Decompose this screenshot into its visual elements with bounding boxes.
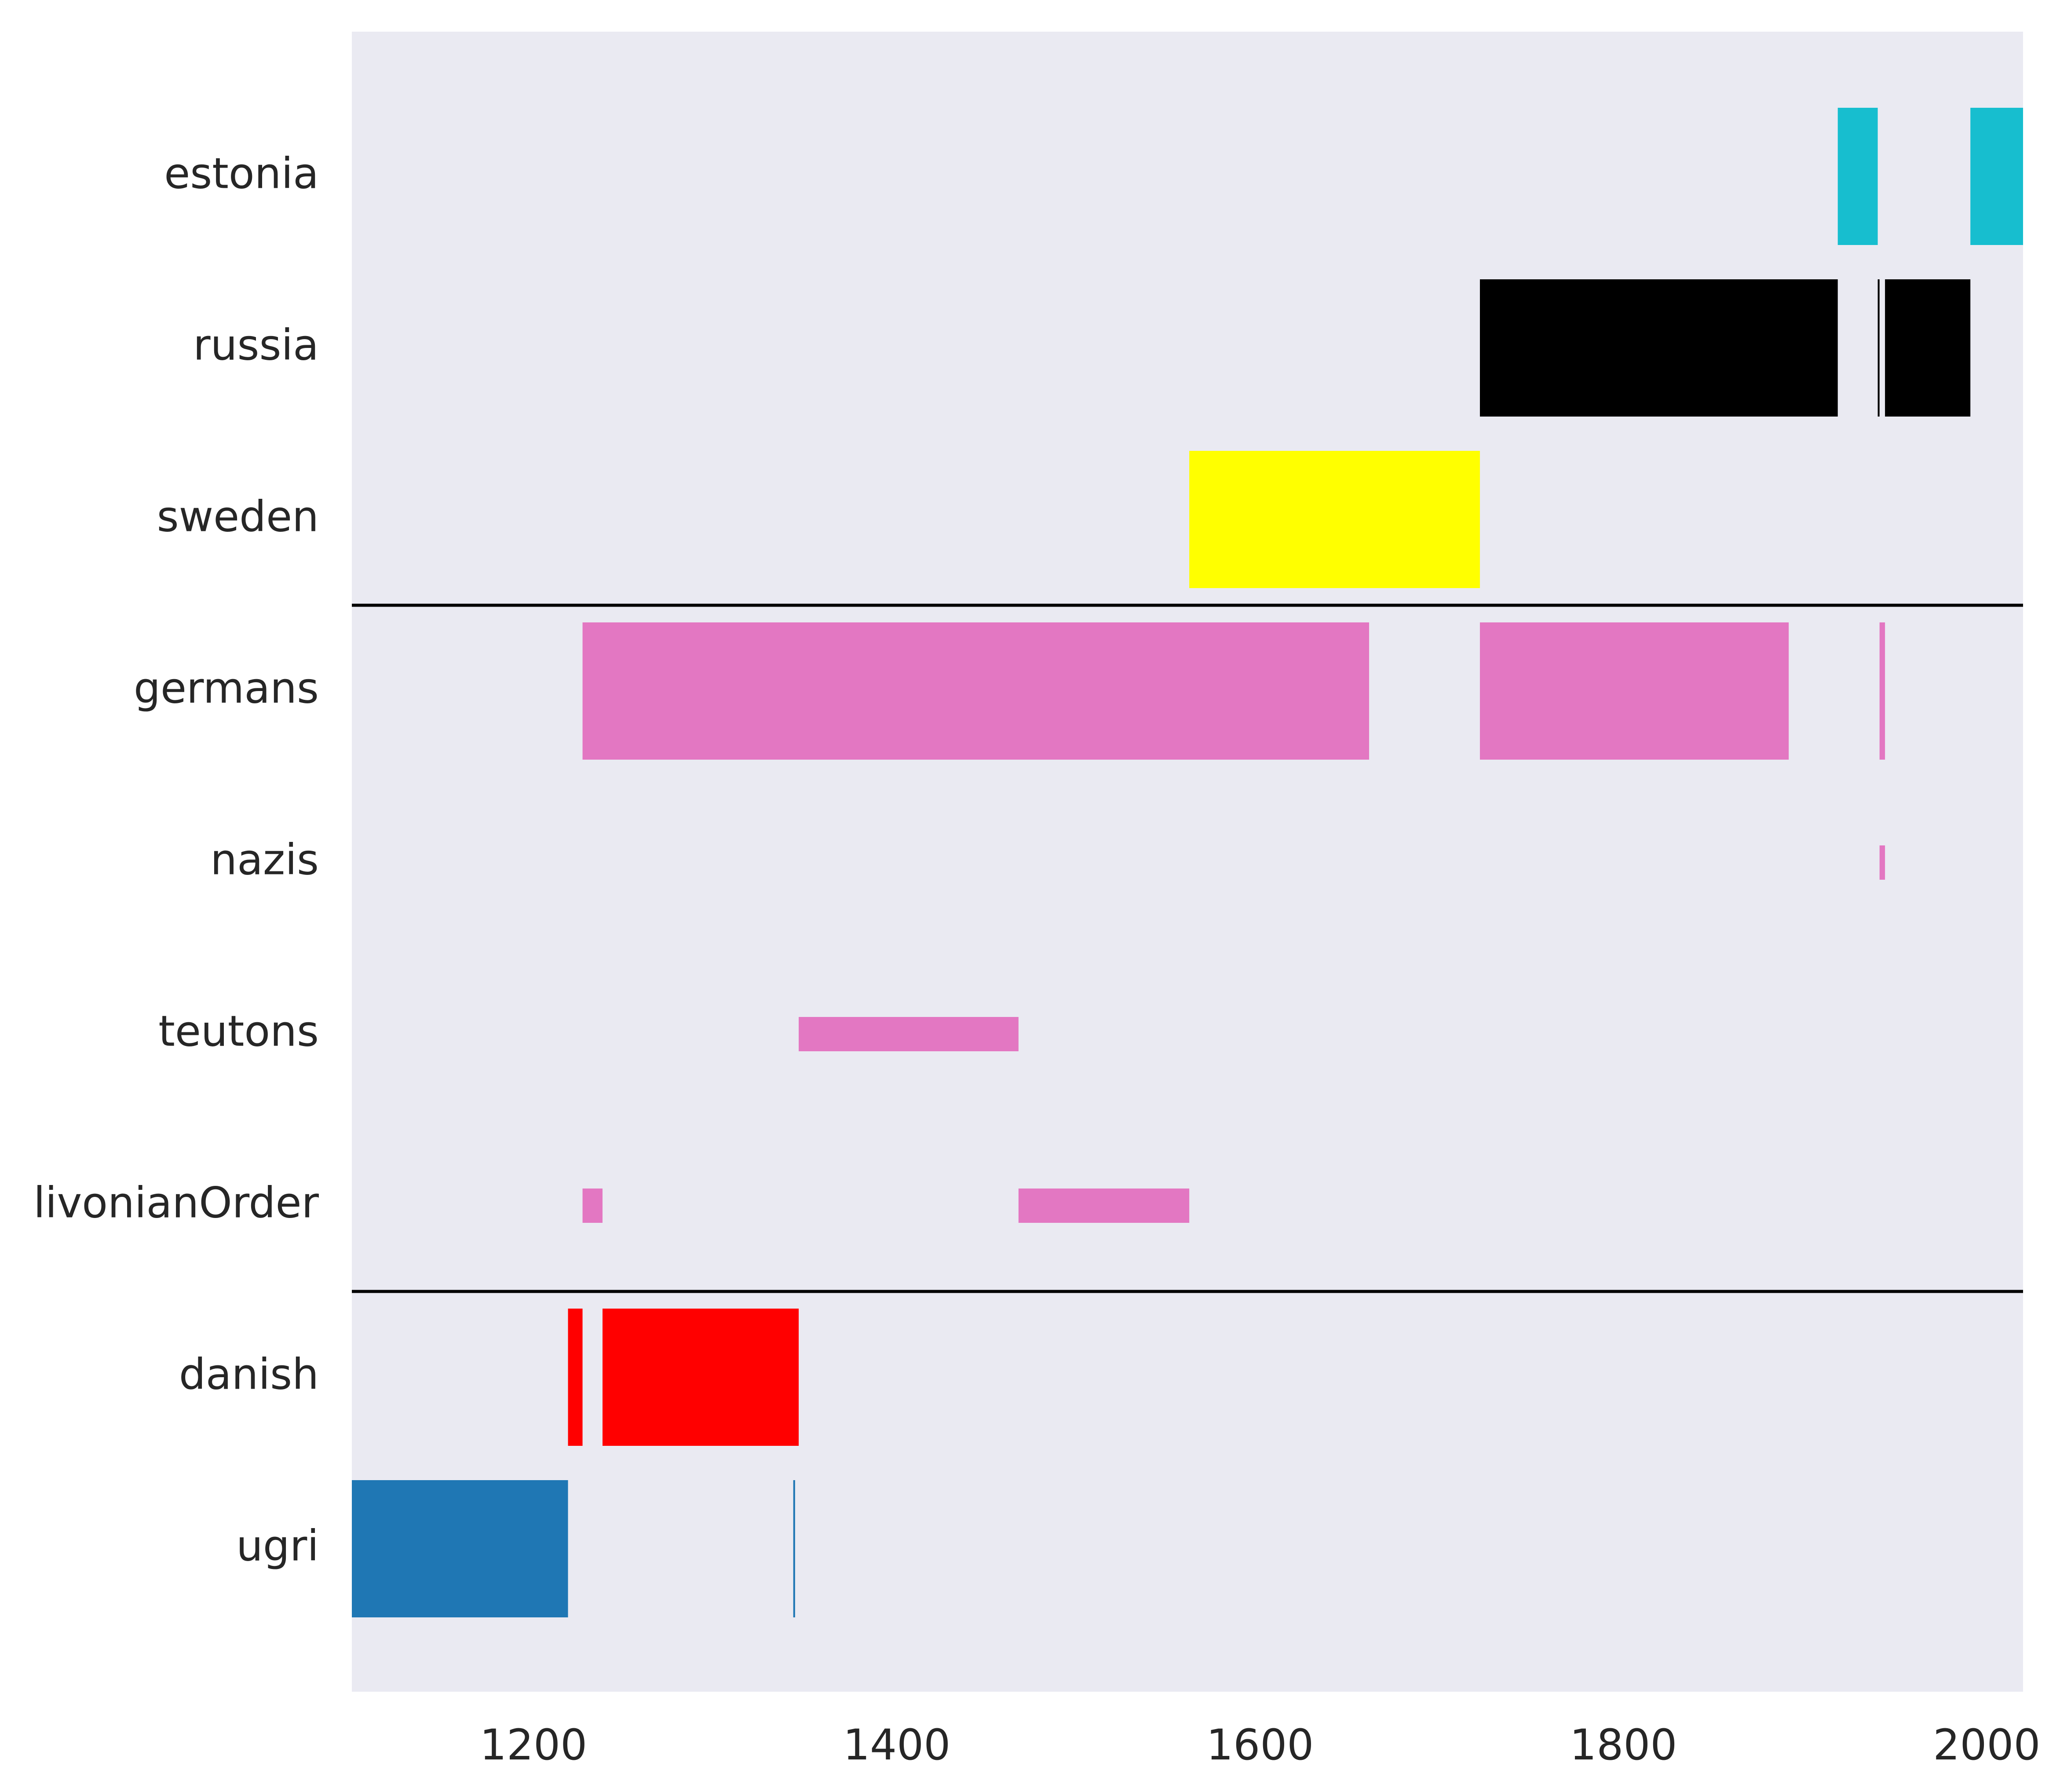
bar-germans-2 xyxy=(1879,622,1885,760)
bar-ugri-0 xyxy=(352,1480,568,1617)
bar-danish-0 xyxy=(568,1309,583,1446)
y-tick-label-sweden: sweden xyxy=(157,492,319,541)
x-tick-label-2000: 2000 xyxy=(1933,1720,2040,1770)
separators-layer xyxy=(352,603,2023,1293)
bar-germans-0 xyxy=(582,622,1370,760)
bar-russia-2 xyxy=(1885,279,1971,417)
bars-layer xyxy=(352,108,2023,1617)
x-tick-label-1200: 1200 xyxy=(480,1720,587,1770)
y-tick-label-ugri: ugri xyxy=(236,1521,319,1570)
x-tick-label-1600: 1600 xyxy=(1206,1720,1314,1770)
x-tick-label-1400: 1400 xyxy=(843,1720,950,1770)
bar-nazis-0 xyxy=(1879,845,1885,880)
bar-ugri-1 xyxy=(793,1480,795,1617)
y-tick-label-estonia: estonia xyxy=(164,149,319,198)
y-tick-label-nazis: nazis xyxy=(210,835,319,884)
y-tick-label-livonianOrder: livonianOrder xyxy=(33,1178,319,1227)
bar-sweden-0 xyxy=(1189,451,1480,588)
x-tick-labels: 1200 1400 1600 1800 2000 xyxy=(480,1720,2041,1770)
bar-estonia-0 xyxy=(1837,108,1878,245)
y-tick-labels: estonia russia sweden germans nazis teutons li… xyxy=(33,149,319,1570)
x-tick-label-1800: 1800 xyxy=(1570,1720,1677,1770)
y-tick-label-danish: danish xyxy=(179,1349,319,1399)
y-tick-label-teutons: teutons xyxy=(158,1006,319,1056)
bar-teutons-0 xyxy=(799,1017,1019,1051)
bar-danish-1 xyxy=(603,1309,799,1446)
bar-germans-1 xyxy=(1480,622,1789,760)
bar-russia-0 xyxy=(1480,279,1838,417)
bar-russia-1 xyxy=(1877,279,1880,417)
y-tick-label-germans: germans xyxy=(134,663,319,713)
y-tick-label-russia: russia xyxy=(193,320,319,369)
bar-estonia-1 xyxy=(1970,108,2023,245)
bar-livonianOrder-0 xyxy=(582,1189,603,1223)
bar-livonianOrder-1 xyxy=(1018,1189,1190,1223)
